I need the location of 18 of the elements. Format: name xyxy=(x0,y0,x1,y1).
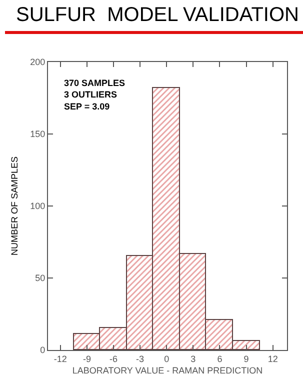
x-tick-label: 6 xyxy=(217,354,222,364)
x-axis-title: LABORATORY VALUE - RAMAN PREDICTION xyxy=(72,366,263,376)
x-tick-label: -12 xyxy=(54,354,67,364)
x-tick-label: 12 xyxy=(268,354,278,364)
x-tick-label: 0 xyxy=(164,354,170,364)
y-tick-label: 100 xyxy=(30,201,46,212)
y-tick-label: 0 xyxy=(40,345,46,356)
x-tick-label: 9 xyxy=(244,354,249,364)
y-tick-label: 200 xyxy=(30,57,46,68)
annotation: 370 SAMPLES 3 OUTLIERS SEP = 3.09 xyxy=(64,78,126,112)
x-tick-label: -6 xyxy=(109,354,118,364)
x-tick-label: -9 xyxy=(82,354,91,364)
y-tick-label: 50 xyxy=(35,273,46,284)
y-tick-label: 150 xyxy=(30,129,46,140)
x-tick-label: -3 xyxy=(136,354,144,364)
x-tick-label: 3 xyxy=(190,354,196,364)
y-axis-title: NUMBER OF SAMPLES xyxy=(10,156,20,256)
chart-title: SULFUR MODEL VALIDATION xyxy=(14,4,300,27)
